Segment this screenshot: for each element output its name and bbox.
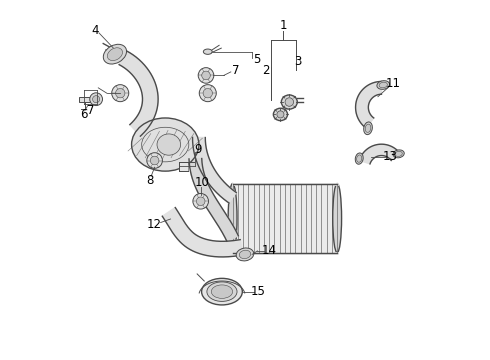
Ellipse shape xyxy=(333,184,342,253)
Circle shape xyxy=(203,89,213,98)
Ellipse shape xyxy=(239,250,251,258)
Text: 3: 3 xyxy=(294,55,301,68)
Ellipse shape xyxy=(364,122,372,135)
Ellipse shape xyxy=(355,153,363,164)
Text: 8: 8 xyxy=(147,174,154,187)
Circle shape xyxy=(150,156,159,165)
Ellipse shape xyxy=(132,118,199,171)
Ellipse shape xyxy=(211,285,233,298)
Circle shape xyxy=(202,71,210,80)
Text: 7: 7 xyxy=(87,104,94,117)
Ellipse shape xyxy=(365,124,371,132)
Text: 2: 2 xyxy=(262,64,270,77)
Polygon shape xyxy=(119,51,158,136)
Circle shape xyxy=(112,85,129,102)
Circle shape xyxy=(193,193,208,209)
Circle shape xyxy=(277,111,284,118)
Ellipse shape xyxy=(207,282,237,301)
Polygon shape xyxy=(162,208,243,257)
Polygon shape xyxy=(189,158,238,241)
Text: 1: 1 xyxy=(279,19,287,32)
Circle shape xyxy=(285,98,294,106)
Circle shape xyxy=(116,89,125,98)
Ellipse shape xyxy=(377,81,390,89)
Polygon shape xyxy=(79,97,90,102)
Bar xyxy=(179,162,188,171)
Text: 15: 15 xyxy=(251,285,266,298)
Text: 4: 4 xyxy=(91,24,99,37)
Circle shape xyxy=(147,153,162,168)
Text: 9: 9 xyxy=(195,143,202,156)
Ellipse shape xyxy=(103,44,126,64)
Ellipse shape xyxy=(379,82,388,88)
Circle shape xyxy=(93,96,99,103)
Polygon shape xyxy=(359,144,400,164)
Text: 14: 14 xyxy=(262,244,276,257)
Ellipse shape xyxy=(228,184,237,253)
Text: 11: 11 xyxy=(386,77,401,90)
Text: 6: 6 xyxy=(80,108,88,121)
Circle shape xyxy=(196,197,205,206)
Text: 7: 7 xyxy=(232,64,240,77)
Circle shape xyxy=(199,85,216,102)
Ellipse shape xyxy=(236,248,254,261)
Ellipse shape xyxy=(203,49,212,54)
Text: 5: 5 xyxy=(253,53,261,66)
Text: 13: 13 xyxy=(383,150,398,163)
Polygon shape xyxy=(193,138,236,203)
Ellipse shape xyxy=(273,108,288,121)
Text: 12: 12 xyxy=(147,218,162,231)
Ellipse shape xyxy=(357,155,362,162)
Ellipse shape xyxy=(395,151,402,157)
Ellipse shape xyxy=(393,150,404,158)
Ellipse shape xyxy=(201,278,243,305)
Polygon shape xyxy=(356,81,381,128)
Text: 10: 10 xyxy=(195,176,209,189)
Ellipse shape xyxy=(107,48,122,60)
Bar xyxy=(233,184,337,253)
Ellipse shape xyxy=(157,134,181,155)
Circle shape xyxy=(90,93,102,105)
Ellipse shape xyxy=(281,95,297,109)
Circle shape xyxy=(198,68,214,83)
